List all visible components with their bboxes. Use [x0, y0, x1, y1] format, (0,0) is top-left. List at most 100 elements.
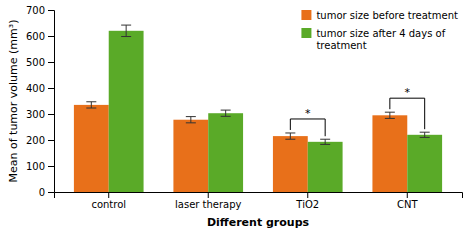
bar [308, 142, 343, 192]
x-axis-title: Different groups [207, 216, 310, 229]
error-cap [221, 116, 231, 117]
error-cap [285, 139, 295, 140]
legend-item: tumor size after 4 days oftreatment [301, 28, 445, 51]
error-cap [121, 36, 131, 37]
bar [407, 135, 442, 192]
tick: 700 [26, 5, 54, 16]
significance-bracket [290, 119, 325, 136]
tick-mark [48, 140, 54, 141]
tick: control [91, 192, 126, 210]
axis-line [48, 11, 55, 193]
error-cap [221, 110, 231, 111]
axis-line [55, 193, 463, 199]
error-cap [385, 112, 395, 113]
x-axis: control laser therapy TiO2 CNT [55, 192, 463, 210]
significance-bracket [390, 98, 425, 129]
tick: CNT [397, 192, 418, 210]
error-bar [385, 112, 395, 118]
bracket-line [325, 119, 326, 136]
annotation: * [305, 107, 311, 120]
y-axis-title: Mean of tumor volume (mm³) [7, 20, 20, 183]
error-line [225, 110, 226, 116]
error-line [190, 117, 191, 123]
legend-item: tumor size before treatment [301, 10, 458, 21]
tick-mark [48, 88, 54, 89]
tick-mark [208, 192, 209, 198]
tick-label: 600 [26, 31, 45, 42]
error-cap [186, 116, 196, 117]
error-cap [420, 137, 430, 138]
tick: 300 [26, 109, 54, 120]
tick-mark [407, 192, 408, 198]
error-line [389, 112, 390, 118]
error-bar [420, 132, 430, 137]
tick-mark [48, 114, 54, 115]
bar [208, 113, 243, 192]
error-bar [320, 139, 330, 144]
bracket-line [389, 98, 390, 109]
legend-swatch [301, 28, 311, 38]
legend-label: tumor size before treatment [316, 10, 458, 21]
error-line [91, 102, 92, 108]
tick-label: 200 [26, 135, 45, 146]
tick-label: control [91, 199, 126, 210]
tick: 500 [26, 57, 54, 68]
bar [109, 31, 144, 192]
tick-mark [48, 36, 54, 37]
tick: TiO2 [295, 192, 319, 210]
tick-mark [108, 192, 109, 198]
tick: 100 [26, 161, 54, 172]
error-cap [86, 101, 96, 102]
series [109, 25, 442, 192]
error-bar [86, 102, 96, 108]
error-line [290, 133, 291, 139]
tick-mark [307, 192, 308, 198]
tick-label: 700 [26, 5, 45, 16]
legend-label: tumor size after 4 days oftreatment [316, 28, 445, 51]
tick-label: CNT [397, 199, 418, 210]
tick-label: TiO2 [295, 199, 319, 210]
y-axis: 0 100 200 300 400 500 600 700 [26, 5, 55, 198]
error-cap [121, 25, 131, 26]
error-line [424, 132, 425, 137]
bar [173, 120, 208, 192]
tick-label: 100 [26, 161, 45, 172]
bar [372, 115, 407, 192]
error-bar [221, 110, 231, 116]
bracket-line [290, 119, 291, 130]
tick: 200 [26, 135, 54, 146]
error-cap [320, 144, 330, 145]
error-cap [186, 122, 196, 123]
plot: 0 100 200 300 400 500 600 700 control laser thera… [26, 5, 463, 210]
marks [74, 25, 442, 192]
error-bar [121, 25, 131, 36]
tick-label: laser therapy [175, 199, 242, 210]
tick-label: 0 [39, 187, 45, 198]
tick-label: 500 [26, 57, 45, 68]
tick-label: 300 [26, 109, 45, 120]
tick-mark [48, 166, 54, 167]
chart-svg: 0 100 200 300 400 500 600 700 control laser thera… [0, 0, 474, 234]
tick-label: 400 [26, 83, 45, 94]
error-line [126, 25, 127, 36]
error-cap [320, 139, 330, 140]
tick-mark [48, 192, 54, 193]
error-line [325, 139, 326, 144]
legend-swatch [301, 10, 311, 20]
tick: 400 [26, 83, 54, 94]
annotation: * [405, 86, 411, 99]
annotations: ** [290, 86, 424, 136]
error-cap [420, 132, 430, 133]
bar [74, 105, 109, 192]
error-bar [186, 117, 196, 123]
bar [273, 136, 308, 192]
bracket-line [424, 98, 425, 129]
error-cap [285, 132, 295, 133]
tick: 600 [26, 31, 54, 42]
error-cap [385, 118, 395, 119]
tick: laser therapy [175, 192, 242, 210]
error-bar [285, 133, 295, 139]
tick-mark [48, 62, 54, 63]
tick: 0 [39, 187, 54, 198]
tick-mark [48, 10, 54, 11]
